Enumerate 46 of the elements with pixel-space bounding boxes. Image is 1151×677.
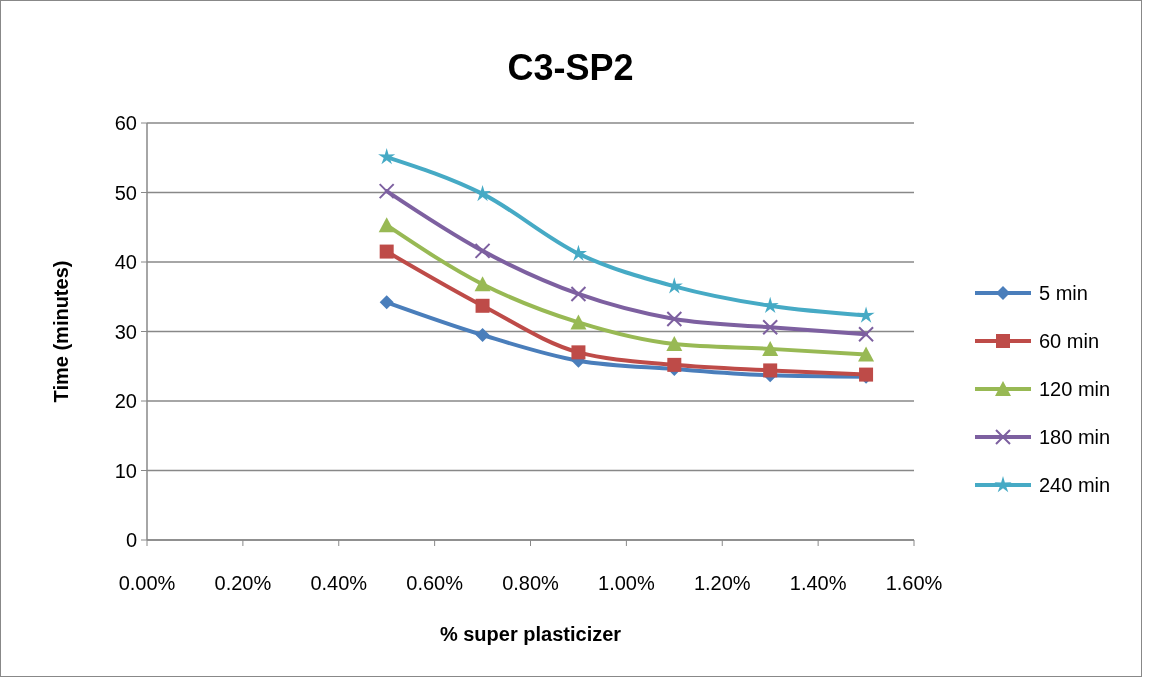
legend-label: 180 min [1039,426,1111,448]
y-tick-label: 10 [114,459,137,482]
point [378,148,396,165]
point [666,336,683,352]
point [379,295,394,310]
point [474,242,491,259]
x-axis-title: % super plasticizer [439,623,622,645]
y-tick-label: 30 [114,320,137,343]
point [666,310,683,327]
x-tick-label: 1.20% [693,572,751,594]
legend-label: 120 min [1039,378,1111,400]
point [762,340,779,356]
y-tick-label: 20 [114,390,137,412]
point [474,276,491,292]
point [475,327,490,342]
point [571,345,586,360]
y-axis-title: Time (minutes) [50,260,72,403]
point [378,217,395,233]
point [570,314,587,330]
y-tick-label: 40 [114,251,137,273]
x-tick-label: 0.20% [214,572,272,594]
x-tick-label: 1.40% [789,572,847,594]
point [763,363,778,378]
point [378,183,395,200]
point [570,285,587,302]
y-tick-label: 60 [114,112,137,134]
y-tick-label: 50 [114,181,137,204]
point [667,357,682,372]
point [858,346,875,362]
x-tick-label: 0.80% [502,572,560,594]
legend-label: 240 min [1039,474,1111,496]
chart-title: C3-SP2 [507,47,634,88]
point [475,298,490,313]
x-tick-label: 1.60% [885,572,943,594]
x-tick-label: 1.00% [598,572,655,594]
legend-label: 5 min [1039,282,1088,304]
x-tick-label: 0.00% [118,572,176,594]
point [857,306,875,323]
point [762,319,779,336]
x-tick-label: 0.40% [310,572,368,594]
point [569,244,587,261]
point [379,244,394,259]
y-tick-label: 0 [125,529,137,551]
legend-label: 60 min [1039,330,1100,352]
point [858,326,875,343]
x-tick-label: 0.60% [406,572,464,594]
